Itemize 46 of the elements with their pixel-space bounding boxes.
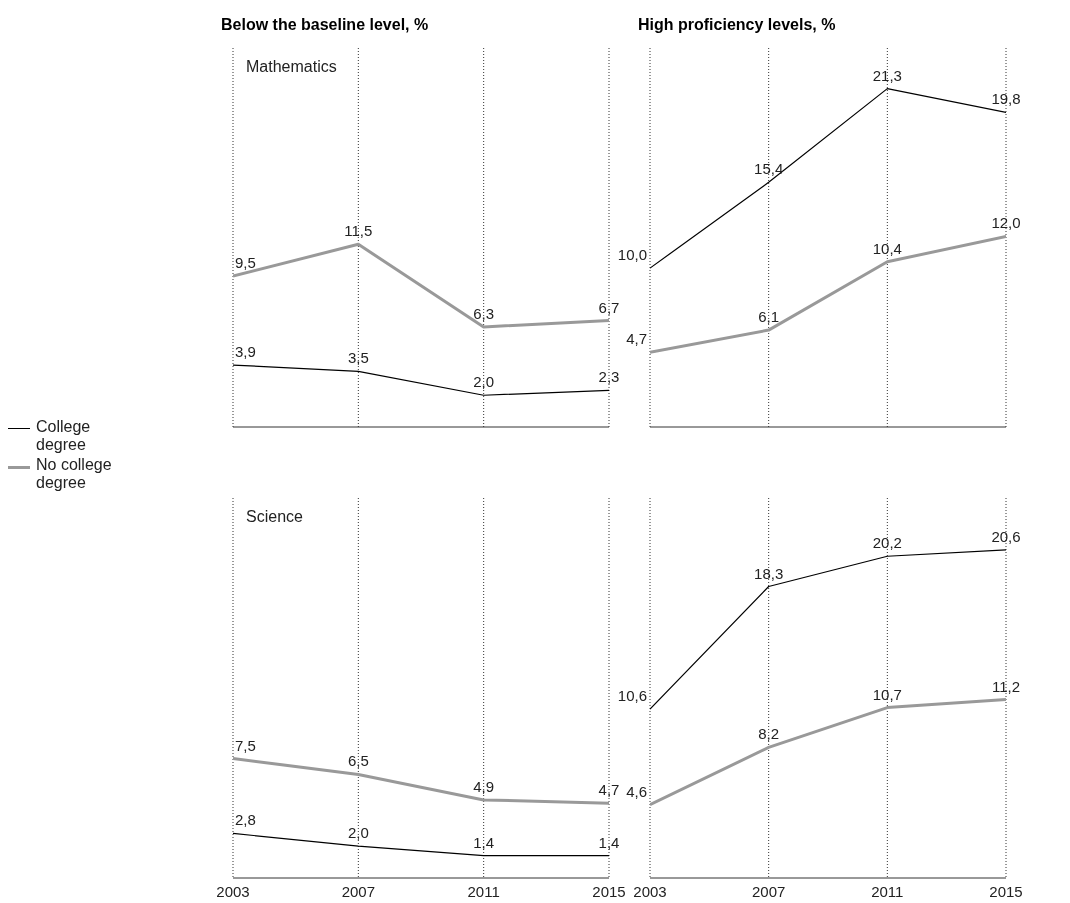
data-label: 12,0 bbox=[991, 214, 1021, 232]
x-tick-label: 2003 bbox=[216, 882, 250, 900]
data-label: 11,5 bbox=[344, 222, 373, 240]
x-tick-label: 2015 bbox=[592, 882, 626, 900]
legend-label: College degree bbox=[36, 418, 92, 454]
data-label: 3,9 bbox=[235, 343, 256, 361]
data-label: 3,5 bbox=[347, 349, 369, 367]
data-label: 9,5 bbox=[235, 254, 256, 272]
data-label: 6,1 bbox=[758, 308, 780, 326]
x-tick-label: 2015 bbox=[989, 882, 1023, 900]
x-tick-label: 2007 bbox=[751, 882, 786, 900]
data-label: 11,2 bbox=[991, 677, 1021, 695]
data-label: 7,5 bbox=[235, 736, 256, 754]
chart-subtitle: Mathematics bbox=[246, 58, 337, 76]
data-label: 4,7 bbox=[598, 781, 620, 799]
data-label: 6,5 bbox=[347, 752, 369, 770]
data-label: 19,8 bbox=[991, 90, 1021, 108]
data-label: 4,7 bbox=[626, 330, 647, 348]
data-label: 2,0 bbox=[347, 824, 369, 842]
chart-subtitle: Science bbox=[246, 508, 303, 526]
data-label: 20,6 bbox=[991, 527, 1021, 545]
data-label: 20,2 bbox=[872, 534, 902, 552]
data-label: 2,0 bbox=[473, 373, 495, 391]
data-label: 4,9 bbox=[473, 777, 495, 795]
x-tick-label: 2011 bbox=[467, 882, 500, 900]
chart-title: Below the baseline level, % bbox=[221, 16, 429, 33]
chart-title: High proficiency levels, % bbox=[638, 16, 836, 33]
data-label: 21,3 bbox=[872, 66, 902, 84]
data-label: 18,3 bbox=[754, 564, 784, 582]
x-tick-label: 2007 bbox=[341, 882, 376, 900]
data-label: 2,3 bbox=[598, 368, 620, 386]
data-label: 6,3 bbox=[473, 304, 495, 322]
data-label: 4,6 bbox=[626, 782, 647, 800]
x-tick-label: 2003 bbox=[633, 882, 667, 900]
data-label: 10,6 bbox=[617, 687, 647, 705]
data-label: 6,7 bbox=[598, 298, 620, 316]
data-label: 2,8 bbox=[235, 811, 256, 829]
data-label: 10,4 bbox=[872, 239, 902, 257]
data-label: 10,7 bbox=[872, 685, 902, 703]
legend-label: No college degree bbox=[36, 456, 113, 492]
x-tick-label: 2011 bbox=[871, 882, 904, 900]
data-label: 1,4 bbox=[473, 833, 495, 851]
data-label: 1,4 bbox=[598, 833, 620, 851]
data-label: 8,2 bbox=[758, 725, 780, 743]
data-label: 15,4 bbox=[754, 160, 784, 178]
data-label: 10,0 bbox=[617, 246, 647, 264]
